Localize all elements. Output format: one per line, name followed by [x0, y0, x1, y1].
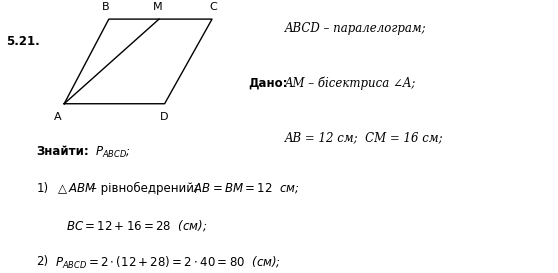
Text: C: C — [210, 2, 218, 12]
Text: $\triangle ABM$: $\triangle ABM$ — [55, 182, 96, 196]
Text: AB = 12 см;  CM = 16 см;: AB = 12 см; CM = 16 см; — [285, 131, 443, 144]
Text: 2): 2) — [36, 255, 49, 268]
Text: – рівнобедрений;: – рівнобедрений; — [91, 182, 198, 195]
Text: 5.21.: 5.21. — [6, 35, 39, 49]
Text: $P_{ABCD} = 2 \cdot (12 + 28) = 2 \cdot 40 = 80$  (см);: $P_{ABCD} = 2 \cdot (12 + 28) = 2 \cdot … — [55, 255, 281, 271]
Text: 1): 1) — [36, 182, 49, 195]
Text: M: M — [153, 2, 163, 12]
Text: Дано:: Дано: — [248, 76, 288, 90]
Text: B: B — [102, 2, 110, 12]
Text: A: A — [54, 112, 61, 122]
Text: $P_{ABCD}$;: $P_{ABCD}$; — [95, 145, 131, 160]
Text: $AB = BM = 12$  см;: $AB = BM = 12$ см; — [193, 182, 299, 195]
Text: Знайти:: Знайти: — [36, 145, 89, 158]
Text: ABCD – паралелограм;: ABCD – паралелограм; — [285, 22, 426, 35]
Text: AM – бісектриса ∠A;: AM – бісектриса ∠A; — [285, 76, 416, 90]
Text: $BC = 12 + 16 = 28$  (см);: $BC = 12 + 16 = 28$ (см); — [66, 218, 208, 233]
Text: D: D — [160, 112, 169, 122]
